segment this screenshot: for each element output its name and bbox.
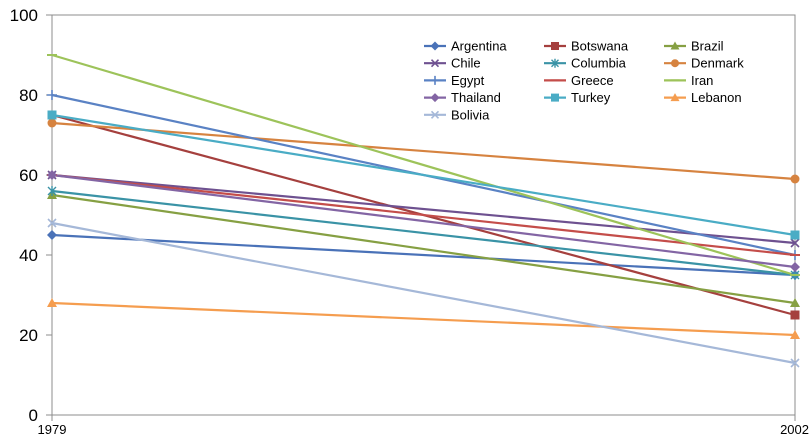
legend-label: Iran <box>691 73 713 88</box>
series-line-denmark <box>51 121 796 181</box>
series-line-greece <box>51 173 796 257</box>
data-point-turkey <box>790 230 800 240</box>
data-point-denmark <box>47 118 57 128</box>
legend-swatch-marker <box>430 41 440 51</box>
y-axis: 0 20 40 60 80 100 <box>10 6 52 425</box>
legend-label: Argentina <box>451 39 507 54</box>
legend-item-denmark: Denmark <box>664 56 744 71</box>
legend-label: Egypt <box>451 73 485 88</box>
legend-label: Turkey <box>571 90 611 105</box>
y-tick-label: 20 <box>19 326 38 345</box>
legend-item-bolivia: Bolivia <box>424 107 490 122</box>
legend-item-turkey: Turkey <box>544 90 611 105</box>
series-line-iran <box>51 53 796 277</box>
x-tick-label: 2002 <box>780 422 809 437</box>
data-point-thailand <box>790 262 800 272</box>
legend-label: Columbia <box>571 56 627 71</box>
data-point-thailand <box>47 170 57 180</box>
legend-swatch-marker <box>670 41 680 50</box>
data-point-bolivia <box>790 358 800 368</box>
legend-swatch-marker <box>430 59 440 68</box>
series-line-lebanon <box>51 301 796 337</box>
y-tick-label: 80 <box>19 86 38 105</box>
series-line-bolivia <box>51 221 796 365</box>
legend-item-greece: Greece <box>544 73 614 88</box>
data-point-columbia <box>47 186 57 196</box>
y-tick-label: 60 <box>19 166 38 185</box>
data-point-lebanon <box>790 330 800 339</box>
legend-item-argentina: Argentina <box>424 39 507 54</box>
plot-area <box>51 14 796 416</box>
y-tick-label: 0 <box>29 406 38 425</box>
series-lines <box>51 53 796 365</box>
series-markers <box>47 54 800 368</box>
y-tick-label: 100 <box>10 6 38 25</box>
legend-label: Greece <box>571 73 614 88</box>
plot-border <box>51 14 796 416</box>
series-line-argentina <box>51 233 796 277</box>
data-point-argentina <box>47 230 57 240</box>
legend-swatch-marker <box>430 110 440 119</box>
y-tick-label: 40 <box>19 246 38 265</box>
series-line-chile <box>51 173 796 245</box>
legend-swatch-marker <box>671 59 679 68</box>
legend-item-lebanon: Lebanon <box>664 90 742 105</box>
legend-item-botswana: Botswana <box>544 39 629 54</box>
data-point-lebanon <box>47 298 57 307</box>
data-point-egypt <box>47 90 57 100</box>
series-line-columbia <box>51 189 796 277</box>
data-point-denmark <box>790 174 800 184</box>
x-axis: 1979 2002 <box>38 415 809 437</box>
series-line-thailand <box>51 173 796 269</box>
data-point-botswana <box>790 310 800 320</box>
series-line-brazil <box>51 193 796 305</box>
legend-label: Thailand <box>451 90 501 105</box>
legend: Argentina Botswana Brazil Chile Columbia Denm… <box>424 39 744 122</box>
data-point-turkey <box>47 110 57 120</box>
series-line-turkey <box>51 113 796 237</box>
legend-label: Brazil <box>691 39 724 54</box>
legend-item-thailand: Thailand <box>424 90 501 105</box>
legend-swatch-marker <box>551 93 559 102</box>
legend-swatch-marker <box>430 75 440 85</box>
legend-label: Botswana <box>571 39 629 54</box>
x-tick-label: 1979 <box>38 422 67 437</box>
legend-swatch-marker <box>430 93 440 103</box>
legend-item-columbia: Columbia <box>544 56 627 71</box>
legend-swatch-marker <box>670 93 680 102</box>
legend-item-iran: Iran <box>664 73 713 88</box>
legend-item-brazil: Brazil <box>664 39 724 54</box>
data-point-brazil <box>790 298 800 307</box>
legend-swatch-marker <box>551 42 559 50</box>
legend-label: Chile <box>451 56 481 71</box>
legend-label: Lebanon <box>691 90 742 105</box>
legend-item-chile: Chile <box>424 56 481 71</box>
legend-label: Denmark <box>691 56 744 71</box>
legend-item-egypt: Egypt <box>424 73 485 88</box>
data-point-bolivia <box>47 218 57 228</box>
legend-label: Bolivia <box>451 107 490 122</box>
data-point-chile <box>790 238 800 248</box>
legend-swatch-marker <box>551 58 559 68</box>
